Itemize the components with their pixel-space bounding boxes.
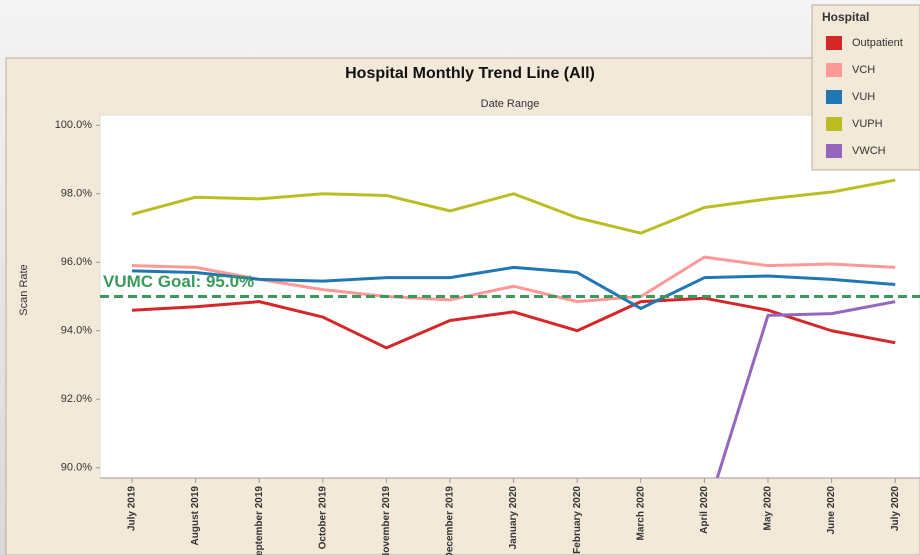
x-tick-label: February 2020 [572,486,583,554]
lines [131,178,896,478]
x-tick-label: December 2019 [445,486,456,555]
series-line [131,296,896,350]
legend-label: VCH [852,64,875,76]
y-tick-label: 96.0% [61,256,92,268]
legend [811,4,920,171]
goal-label: VUMC Goal: 95.0% [103,272,254,291]
chart-title: Hospital Monthly Trend Line (All) [345,65,595,82]
y-tick-label: 100.0% [55,119,93,131]
x-tick-label: August 2019 [190,486,201,546]
series-line [131,178,896,235]
x-tick-label: July 2020 [890,486,901,531]
y-axis-title: Scan Rate [18,264,30,315]
x-tick-label: April 2020 [699,486,710,534]
x-tick-label: November 2019 [381,486,392,555]
x-tick-label: May 2020 [763,486,774,531]
legend-swatch [826,144,842,158]
x-tick-label: October 2019 [317,486,328,550]
x-tick-label: July 2019 [127,486,138,531]
x-tick-label: January 2020 [508,486,519,550]
y-tick-label: 98.0% [61,188,92,200]
legend-label: VWCH [852,145,886,157]
series-line [715,300,896,478]
x-tick-label: September 2019 [254,486,265,555]
plot: VUMC Goal: 95.0% [100,178,920,478]
x-tick-label: June 2020 [826,486,837,535]
y-tick-label: 90.0% [61,462,92,474]
legend-swatch [826,90,842,104]
legend-title: Hospital [822,10,869,24]
legend-swatch [826,117,842,131]
x-tick-label: March 2020 [635,486,646,541]
legend-swatch [826,36,842,50]
legend-label: VUPH [852,118,883,130]
y-tick-label: 92.0% [61,393,92,405]
legend-swatch [826,63,842,77]
y-tick-label: 94.0% [61,325,92,337]
x-axis-title: Date Range [481,98,540,110]
series-line [131,265,896,310]
legend-label: Outpatient [852,37,903,49]
legend-label: VUH [852,91,875,103]
